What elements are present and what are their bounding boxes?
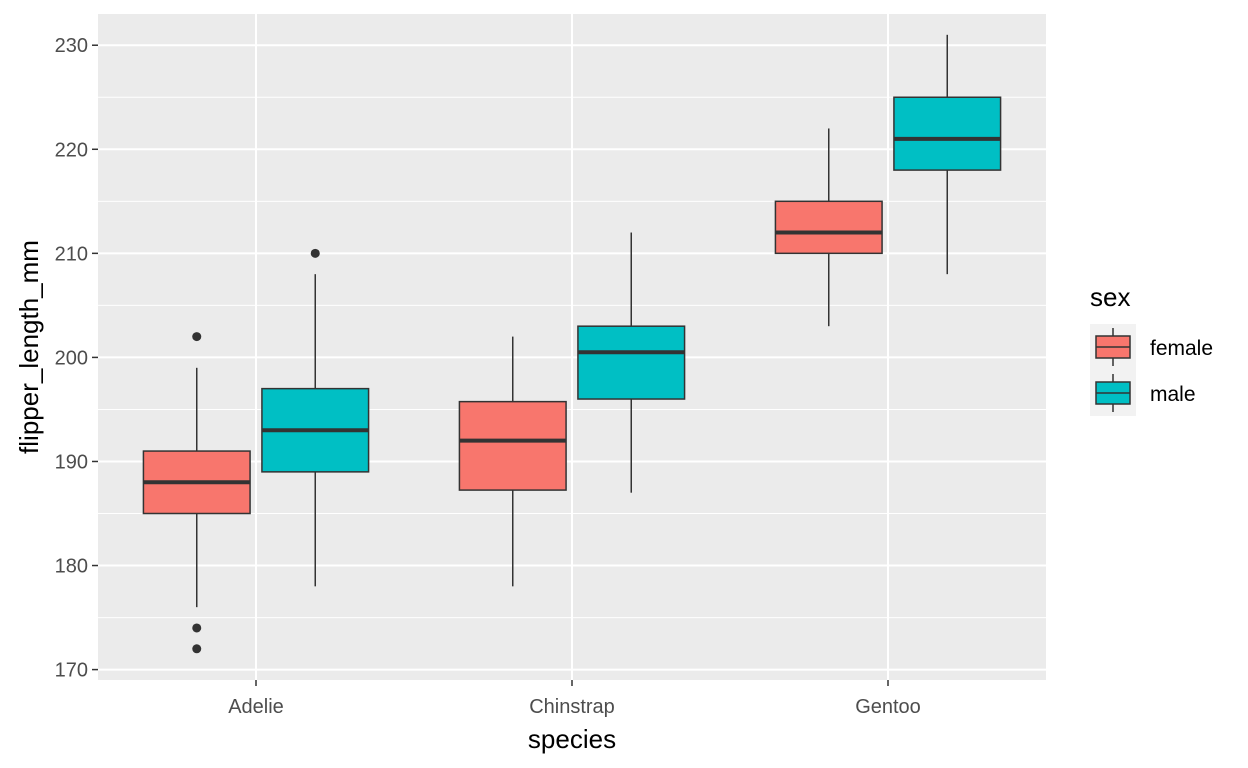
box-male-gentoo: [893, 34, 1002, 275]
outlier-point: [310, 248, 320, 258]
x-axis-title: species: [528, 724, 616, 754]
y-tick-label: 200: [55, 347, 88, 369]
legend-label: male: [1150, 383, 1196, 406]
legend-label: female: [1150, 337, 1213, 360]
outlier-point: [192, 644, 202, 654]
x-axis: Adelie Chinstrap Gentoo: [228, 680, 921, 718]
legend-entry-female: female: [1095, 328, 1213, 366]
y-tick-label: 180: [55, 556, 88, 578]
x-tick-label: Adelie: [228, 696, 284, 718]
outlier-point: [192, 623, 202, 633]
y-tick-label: 230: [55, 35, 88, 57]
y-axis-title: flipper_length_mm: [14, 240, 44, 454]
y-tick-label: 220: [55, 139, 88, 161]
box-body: [458, 400, 567, 491]
box-body: [774, 200, 883, 255]
box-body: [893, 96, 1002, 171]
outlier-point: [192, 332, 202, 342]
major-gridlines: [98, 14, 1046, 680]
y-tick-label: 170: [55, 660, 88, 682]
box-layer: [142, 34, 1002, 654]
legend-title: sex: [1090, 282, 1130, 312]
y-tick-label: 210: [55, 243, 88, 265]
box-male-chinstrap: [577, 232, 686, 493]
box-female-adelie: [142, 332, 251, 654]
box-body: [577, 325, 686, 400]
legend-entry-male: male: [1095, 374, 1196, 412]
y-tick-label: 190: [55, 451, 88, 473]
box-male-adelie: [261, 248, 370, 587]
legend: sex female male: [1090, 282, 1213, 416]
x-tick-label: Chinstrap: [529, 696, 615, 718]
box-female-gentoo: [774, 128, 883, 327]
y-axis: 170 180 190 200 210 220 230: [55, 35, 98, 682]
x-tick-label: Gentoo: [855, 696, 921, 718]
box-female-chinstrap: [458, 336, 567, 587]
